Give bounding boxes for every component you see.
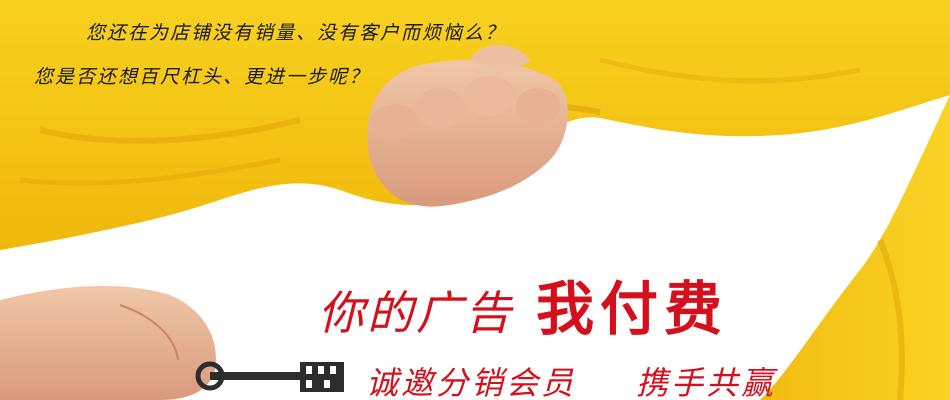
tagline-right: 携手共赢 [636, 364, 777, 400]
tagline-left: 诚邀分销会员 [366, 364, 577, 400]
headline-normal: 你的广告 [318, 286, 514, 340]
key-icon [195, 361, 344, 392]
hand-illustration [367, 45, 568, 207]
key-hand-illustration [0, 285, 216, 400]
question-line-1: 您还在为店铺没有销量、没有客户而烦恼么？ [86, 22, 507, 44]
cloth-fold [877, 238, 905, 400]
cloth-fold [39, 117, 301, 144]
question-line-2: 您是否还想百尺杠头、更进一步呢？ [34, 66, 371, 88]
headline-strong: 我付费 [536, 275, 729, 343]
headline: 你的广告 我付费 [318, 262, 728, 346]
cloth-fold [19, 157, 281, 186]
cloth-fold [599, 57, 861, 84]
